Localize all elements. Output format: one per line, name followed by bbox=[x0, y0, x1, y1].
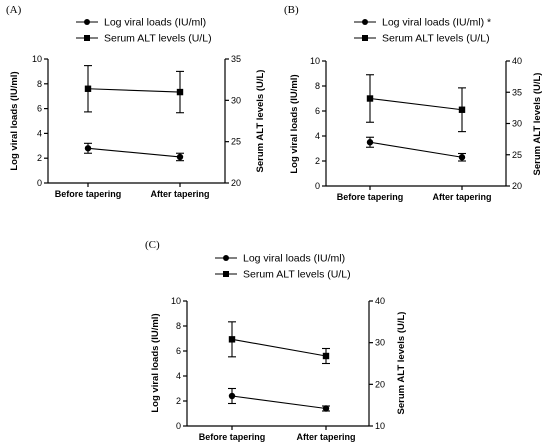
y-tick-label-left: 10 bbox=[171, 296, 181, 306]
panel-label: (A) bbox=[6, 4, 22, 16]
series-line-circle bbox=[369, 141, 463, 158]
data-point-circle bbox=[176, 153, 184, 161]
data-point-square bbox=[322, 352, 330, 360]
legend-entry: Serum ALT levels (U/L) bbox=[243, 269, 351, 281]
legend-marker-circle bbox=[84, 19, 90, 25]
series-line-circle bbox=[87, 147, 181, 158]
legend-entry: Log viral loads (IU/ml) bbox=[243, 253, 345, 265]
y-tick-label-left: 0 bbox=[176, 421, 181, 431]
y-axis-title-right: Serum ALT levels (U/L) bbox=[255, 70, 266, 173]
y-tick-label-left: 8 bbox=[315, 81, 320, 91]
y-axis-title-left: Log viral loads (IU/ml) bbox=[9, 71, 20, 170]
legend-entry: Log viral loads (IU/ml) * bbox=[382, 17, 491, 29]
legend-marker-circle bbox=[223, 255, 229, 261]
y-tick-label-right: 20 bbox=[512, 181, 522, 191]
data-point-circle bbox=[366, 139, 374, 146]
series-line-square bbox=[231, 338, 327, 357]
y-tick-label-right: 40 bbox=[375, 296, 385, 306]
data-point-square bbox=[176, 88, 184, 96]
legend-marker-square bbox=[84, 35, 90, 41]
chart-panel-c: (C) Log viral loads (IU/ml) Serum ALT leve… bbox=[145, 239, 407, 442]
y-tick-label-right: 30 bbox=[231, 95, 241, 105]
series-line-circle bbox=[231, 395, 327, 410]
legend-entry: Serum ALT levels (U/L) bbox=[382, 33, 490, 45]
panel-label: (C) bbox=[145, 239, 160, 251]
y-tick-label-right: 30 bbox=[375, 338, 385, 348]
x-tick-label: After tapering bbox=[150, 189, 209, 199]
y-tick-label-left: 2 bbox=[37, 153, 42, 163]
x-tick-label: Before tapering bbox=[199, 432, 266, 442]
x-tick-label: Before tapering bbox=[55, 189, 122, 199]
y-tick-label-right: 30 bbox=[512, 119, 522, 129]
y-tick-label-right: 25 bbox=[512, 150, 522, 160]
data-point-square bbox=[228, 336, 236, 343]
data-point-circle bbox=[458, 154, 466, 161]
data-point-square bbox=[366, 95, 374, 102]
legend-marker-circle bbox=[362, 19, 368, 25]
data-point-square bbox=[458, 106, 466, 113]
x-tick-label: Before tapering bbox=[337, 192, 404, 202]
y-tick-label-right: 20 bbox=[375, 379, 385, 389]
panel-label: (B) bbox=[284, 4, 299, 16]
series-line-square bbox=[87, 88, 181, 93]
y-tick-label-left: 2 bbox=[315, 156, 320, 166]
y-tick-label-left: 0 bbox=[37, 178, 42, 188]
legend-entry: Log viral loads (IU/ml) bbox=[104, 17, 206, 29]
y-tick-label-left: 0 bbox=[315, 181, 320, 191]
y-tick-label-left: 4 bbox=[315, 131, 320, 141]
y-tick-label-left: 10 bbox=[310, 56, 320, 66]
y-axis-title-right: Serum ALT levels (U/L) bbox=[532, 73, 543, 176]
data-point-circle bbox=[322, 405, 330, 412]
y-tick-label-left: 6 bbox=[176, 346, 181, 356]
y-axis-title-right: Serum ALT levels (U/L) bbox=[396, 312, 407, 415]
y-tick-label-left: 6 bbox=[315, 106, 320, 116]
y-tick-label-left: 2 bbox=[176, 396, 181, 406]
chart-panel-a: (A) Log viral loads (IU/ml) Serum ALT leve… bbox=[6, 4, 266, 199]
x-tick-label: After tapering bbox=[432, 192, 491, 202]
legend-entry: Serum ALT levels (U/L) bbox=[104, 33, 212, 45]
chart-panel-b: (B) Log viral loads (IU/ml) * Serum ALT le… bbox=[284, 4, 543, 202]
data-point-circle bbox=[84, 145, 92, 152]
x-tick-label: After tapering bbox=[296, 432, 355, 442]
y-tick-label-left: 4 bbox=[37, 128, 42, 138]
y-tick-label-left: 8 bbox=[37, 79, 42, 89]
y-tick-label-left: 6 bbox=[37, 104, 42, 114]
y-axis-title-left: Log viral loads (IU/ml) bbox=[289, 74, 300, 173]
y-axis-title-left: Log viral loads (IU/ml) bbox=[150, 313, 161, 412]
y-tick-label-right: 25 bbox=[231, 137, 241, 147]
legend-marker-square bbox=[223, 271, 229, 277]
data-point-circle bbox=[228, 392, 236, 400]
y-tick-label-left: 8 bbox=[176, 321, 181, 331]
y-tick-label-right: 20 bbox=[231, 178, 241, 188]
y-tick-label-left: 10 bbox=[32, 54, 42, 64]
y-tick-label-right: 40 bbox=[512, 56, 522, 66]
y-tick-label-right: 35 bbox=[512, 87, 522, 97]
y-tick-label-right: 35 bbox=[231, 54, 241, 64]
series-line-square bbox=[369, 97, 463, 111]
y-tick-label-left: 4 bbox=[176, 371, 181, 381]
legend-marker-square bbox=[362, 35, 368, 41]
y-tick-label-right: 10 bbox=[375, 421, 385, 431]
data-point-square bbox=[84, 85, 92, 92]
